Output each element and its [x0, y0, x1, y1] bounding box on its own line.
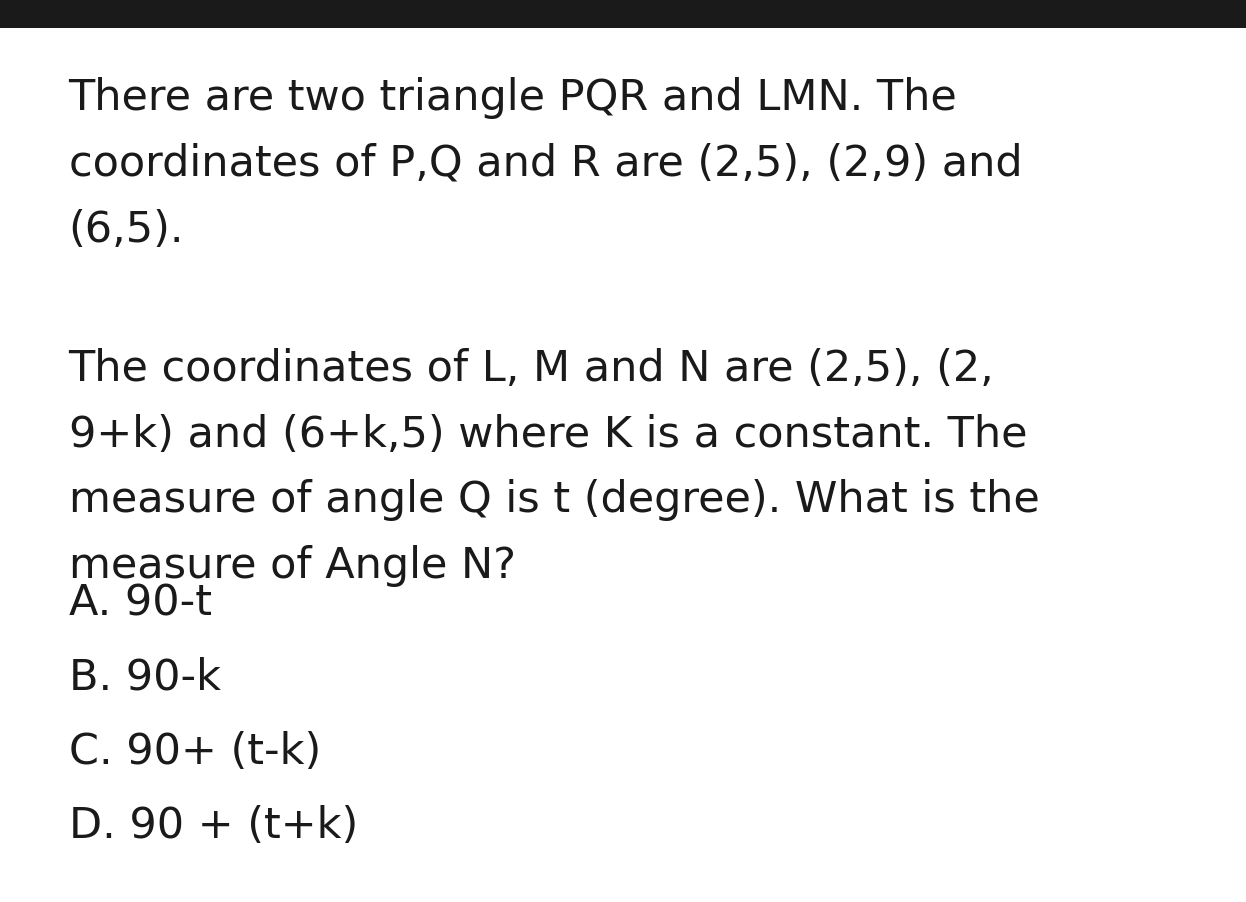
Text: B. 90-k: B. 90-k	[69, 656, 221, 698]
Text: C. 90+ (t-k): C. 90+ (t-k)	[69, 730, 320, 772]
Text: coordinates of P,Q and R are (2,5), (2,9) and: coordinates of P,Q and R are (2,5), (2,9…	[69, 143, 1022, 185]
Text: A. 90-t: A. 90-t	[69, 582, 212, 624]
Text: D. 90 + (t+k): D. 90 + (t+k)	[69, 804, 358, 846]
Text: (6,5).: (6,5).	[69, 208, 184, 251]
Text: measure of angle Q is t (degree). What is the: measure of angle Q is t (degree). What i…	[69, 479, 1039, 521]
Text: 9+k) and (6+k,5) where K is a constant. The: 9+k) and (6+k,5) where K is a constant. …	[69, 413, 1027, 456]
Text: measure of Angle N?: measure of Angle N?	[69, 545, 516, 587]
Text: The coordinates of L, M and N are (2,5), (2,: The coordinates of L, M and N are (2,5),…	[69, 347, 994, 390]
Text: There are two triangle PQR and LMN. The: There are two triangle PQR and LMN. The	[69, 77, 957, 119]
Bar	[0, 0, 1246, 29]
